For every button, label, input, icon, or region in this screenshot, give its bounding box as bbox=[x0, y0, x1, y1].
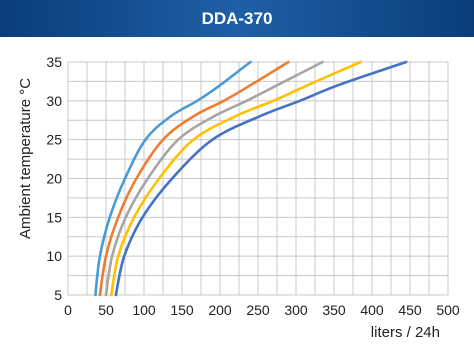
x-tick-label: 400 bbox=[360, 302, 384, 318]
y-tick-label: 15 bbox=[46, 209, 62, 225]
y-tick-label: 10 bbox=[46, 248, 62, 264]
y-tick-label: 20 bbox=[46, 171, 62, 187]
series-line-1 bbox=[94, 60, 252, 297]
x-tick-label: 500 bbox=[436, 302, 460, 318]
series-line-2 bbox=[98, 60, 290, 297]
x-tick-label: 0 bbox=[64, 302, 72, 318]
y-tick-label: 5 bbox=[54, 287, 62, 303]
x-tick-label: 200 bbox=[208, 302, 232, 318]
series-line-4 bbox=[110, 60, 362, 297]
y-axis-label: Ambient temperature °C bbox=[17, 78, 34, 239]
x-tick-label: 300 bbox=[284, 302, 308, 318]
series-line-5 bbox=[114, 60, 408, 297]
x-tick-label: 250 bbox=[246, 302, 270, 318]
series-line-3 bbox=[104, 60, 324, 297]
y-tick-label: 35 bbox=[46, 54, 62, 70]
y-tick-label: 25 bbox=[46, 132, 62, 148]
x-tick-label: 350 bbox=[322, 302, 346, 318]
y-tick-label: 30 bbox=[46, 93, 62, 109]
line-chart: 0 50 100 150 200 250 300 350 400 450 500 5 10 15 20 25… bbox=[17, 54, 460, 341]
series-lines bbox=[94, 60, 408, 297]
x-axis-label: liters / 24h bbox=[371, 324, 440, 341]
x-tick-label: 150 bbox=[170, 302, 194, 318]
x-tick-label: 50 bbox=[98, 302, 114, 318]
x-tick-labels: 0 50 100 150 200 250 300 350 400 450 500 bbox=[64, 302, 460, 318]
chart-title: DDA-370 bbox=[0, 0, 474, 37]
y-tick-labels: 5 10 15 20 25 30 35 bbox=[46, 54, 62, 303]
x-tick-label: 100 bbox=[132, 302, 156, 318]
x-tick-label: 450 bbox=[398, 302, 422, 318]
grid bbox=[67, 61, 449, 296]
